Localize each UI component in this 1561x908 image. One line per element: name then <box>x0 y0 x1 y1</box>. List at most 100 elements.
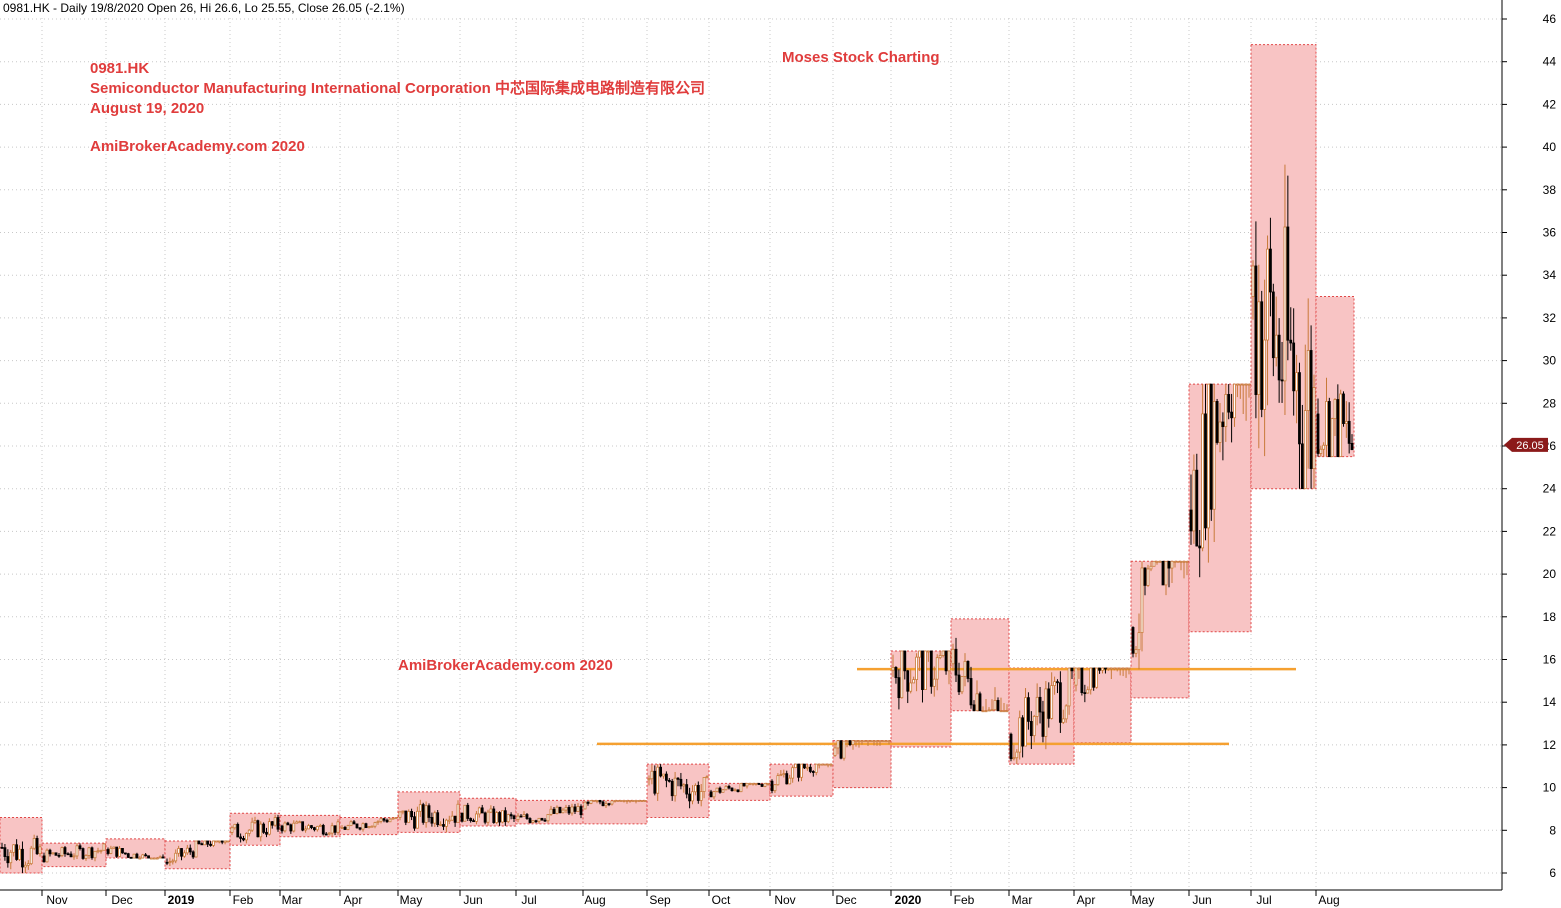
candle-body <box>1277 334 1281 381</box>
candle-body <box>1257 301 1261 395</box>
candle-body <box>444 819 448 827</box>
candle-body <box>610 800 614 805</box>
candle-body <box>1319 448 1323 454</box>
candle-body <box>233 823 237 829</box>
candle-body <box>1283 226 1287 382</box>
candle-body <box>601 801 605 807</box>
candle-body <box>1316 413 1320 454</box>
candle-body <box>289 824 293 832</box>
candle-body <box>267 821 271 835</box>
candle-body <box>981 710 985 713</box>
candle-body <box>1251 265 1255 297</box>
month-range-box <box>1130 560 1190 699</box>
candle-body <box>866 740 870 743</box>
candle-body <box>298 821 302 824</box>
grid <box>0 18 1502 890</box>
annotation-brand: Moses Stock Charting <box>782 49 940 66</box>
candle-body <box>1041 711 1045 737</box>
candle-body <box>421 804 425 823</box>
candle-body <box>1121 667 1125 670</box>
candle-body <box>123 852 127 855</box>
candle-body <box>549 808 553 815</box>
candle-body <box>522 814 526 817</box>
candle-body <box>546 813 550 822</box>
candle-body <box>506 814 510 823</box>
candle-body <box>1185 560 1189 563</box>
candle-body <box>1195 469 1199 547</box>
candle-body <box>340 827 344 829</box>
candle-body <box>1047 688 1051 719</box>
candle-body <box>659 766 662 777</box>
candle-body <box>236 823 240 838</box>
candle-body <box>45 849 49 863</box>
candle-body <box>433 812 437 824</box>
candle-body <box>736 789 740 793</box>
candle-body <box>1101 667 1104 671</box>
x-tick-label: Nov <box>46 893 67 907</box>
candle-body <box>803 763 806 769</box>
candle-body <box>51 852 55 855</box>
candle-body <box>667 779 671 782</box>
candle-body <box>307 825 310 830</box>
x-tick-label: Apr <box>1077 893 1096 907</box>
candle-body <box>918 650 921 658</box>
x-tick-label: Dec <box>111 893 132 907</box>
candle-body <box>1280 379 1284 382</box>
annotation-date: August 19, 2020 <box>90 100 204 117</box>
x-tick-label: 2019 <box>168 893 195 907</box>
candle-body <box>1092 667 1096 688</box>
candle-body <box>947 650 951 672</box>
candle-body <box>295 821 299 824</box>
candle-body <box>283 822 287 832</box>
candle-body <box>863 740 867 743</box>
candle-body <box>1292 342 1296 392</box>
candle-body <box>884 740 888 743</box>
candle-body <box>1344 420 1348 424</box>
candle-body <box>165 861 169 864</box>
candle-body <box>806 766 809 769</box>
candle-body <box>851 740 855 746</box>
candle-body <box>1170 560 1174 569</box>
candle-body <box>313 827 316 831</box>
candle-body <box>696 784 700 801</box>
x-tick-label: 2020 <box>895 893 922 907</box>
candle-body <box>1309 350 1313 470</box>
candle-body <box>1005 710 1009 713</box>
x-tick-label: Aug <box>584 893 605 907</box>
candle-body <box>900 650 904 699</box>
candle-body <box>230 827 234 833</box>
candle-body <box>324 833 328 836</box>
candle-body <box>1254 265 1258 395</box>
candle-body <box>102 843 106 851</box>
candle-body <box>1038 696 1042 713</box>
candle-body <box>670 780 674 797</box>
candle-body <box>797 763 800 778</box>
candle-body <box>385 819 389 823</box>
candle-body <box>391 817 395 820</box>
candle-body <box>23 864 27 868</box>
candle-body <box>829 763 833 766</box>
candle-body <box>388 818 392 823</box>
y-tick-label: 30 <box>1543 354 1557 368</box>
candle-body <box>373 822 377 827</box>
candle-body <box>410 810 414 818</box>
candle-body <box>519 815 523 818</box>
candle-body <box>106 849 110 854</box>
candle-body <box>555 806 559 814</box>
candle-body <box>656 766 660 794</box>
last-close-label: 26.05 <box>1516 440 1544 452</box>
candle-body <box>48 849 52 855</box>
candle-body <box>188 847 192 853</box>
candle-body <box>833 747 837 756</box>
candle-body <box>558 806 562 814</box>
candle-body <box>270 821 274 826</box>
candle-body <box>247 829 251 834</box>
candle-body <box>631 800 635 802</box>
x-tick-label: May <box>400 893 423 907</box>
candle-body <box>427 805 431 818</box>
candle-body <box>730 787 734 792</box>
y-tick-label: 38 <box>1543 183 1557 197</box>
candle-body <box>262 823 266 833</box>
y-tick-label: 22 <box>1543 524 1557 538</box>
